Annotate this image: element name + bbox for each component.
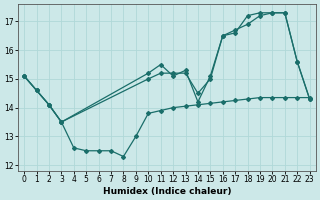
X-axis label: Humidex (Indice chaleur): Humidex (Indice chaleur) (103, 187, 231, 196)
